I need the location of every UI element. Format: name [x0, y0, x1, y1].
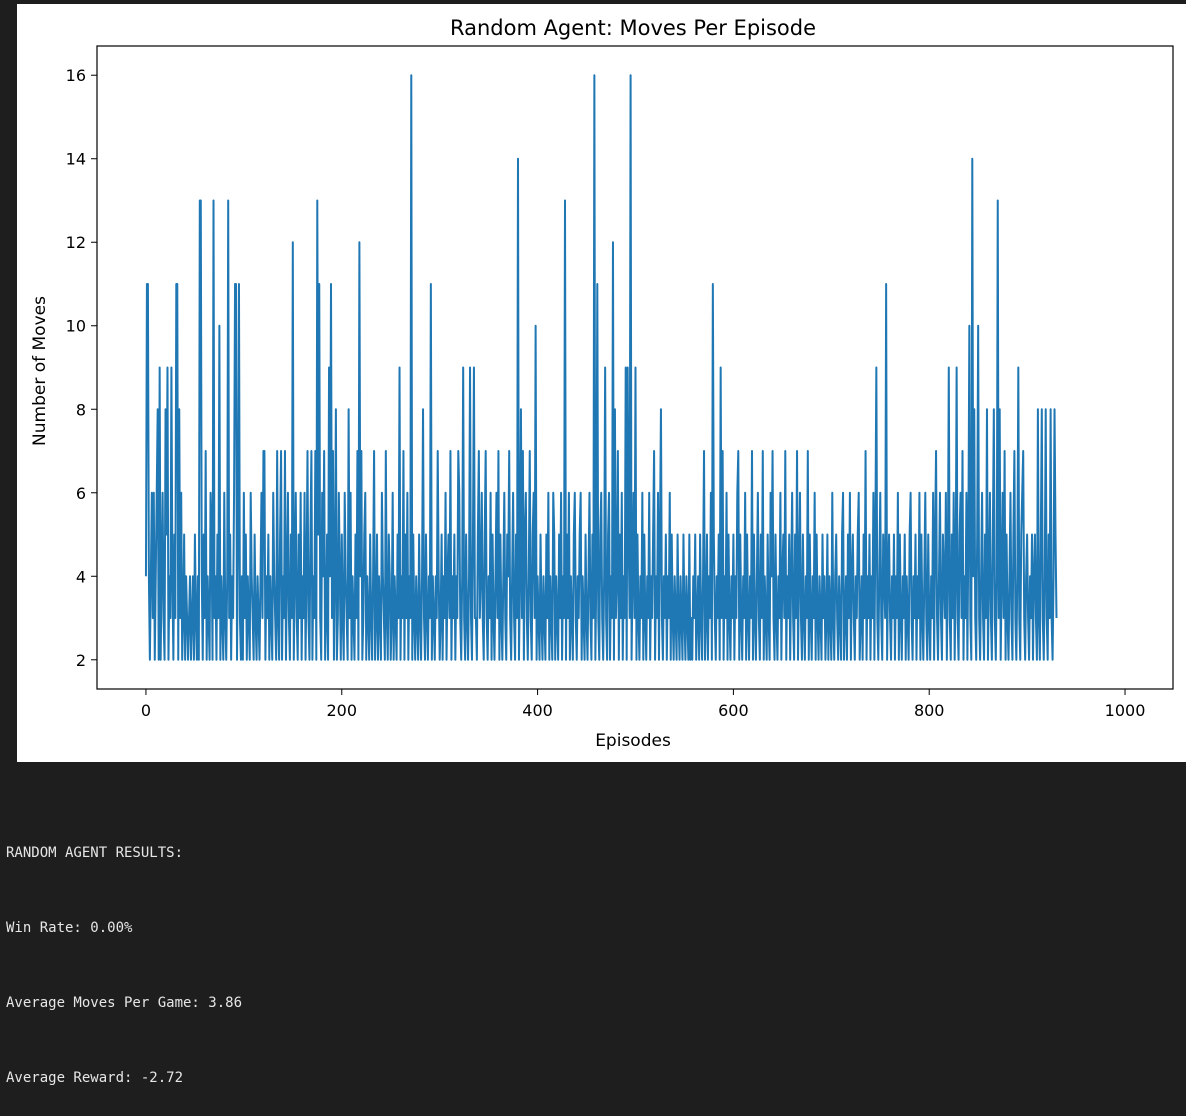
series-line — [144, 74, 1058, 661]
average-reward-line: Average Reward: -2.72 — [6, 1070, 184, 1086]
x-tick-label: 200 — [326, 701, 357, 720]
x-tick-label: 600 — [718, 701, 749, 720]
y-axis-label: Number of Moves — [30, 296, 50, 446]
line-chart: Random Agent: Moves Per Episode 0 200 400 6… — [30, 16, 1174, 751]
y-tick-label: 4 — [76, 567, 86, 586]
figure: Random Agent: Moves Per Episode 0 200 400 6… — [17, 4, 1186, 762]
y-tick-label: 10 — [66, 317, 86, 336]
y-tick-label: 2 — [76, 651, 86, 670]
win-rate-line: Win Rate: 0.00% — [6, 920, 133, 936]
y-tick-label: 14 — [66, 150, 86, 169]
plot-frame — [96, 45, 1174, 690]
x-tick-label: 800 — [914, 701, 945, 720]
x-axis-label: Episodes — [595, 731, 671, 751]
average-moves-line: Average Moves Per Game: 3.86 — [6, 995, 243, 1011]
plot-area — [96, 45, 1174, 690]
y-tick-label: 8 — [76, 400, 86, 419]
y-axis: 2 4 6 8 10 12 14 16 — [66, 66, 97, 670]
console-output: RANDOM AGENT RESULTS: Win Rate: 0.00% Av… — [6, 791, 242, 1116]
results-heading: RANDOM AGENT RESULTS: — [6, 845, 184, 861]
x-axis: 0 200 400 600 800 1000 — [141, 689, 1146, 720]
x-tick-label: 1000 — [1105, 701, 1146, 720]
y-tick-label: 16 — [66, 66, 86, 85]
y-tick-label: 6 — [76, 484, 86, 503]
y-tick-label: 12 — [66, 233, 86, 252]
x-tick-label: 400 — [522, 701, 553, 720]
x-tick-label: 0 — [141, 701, 151, 720]
chart-title: Random Agent: Moves Per Episode — [450, 16, 816, 40]
